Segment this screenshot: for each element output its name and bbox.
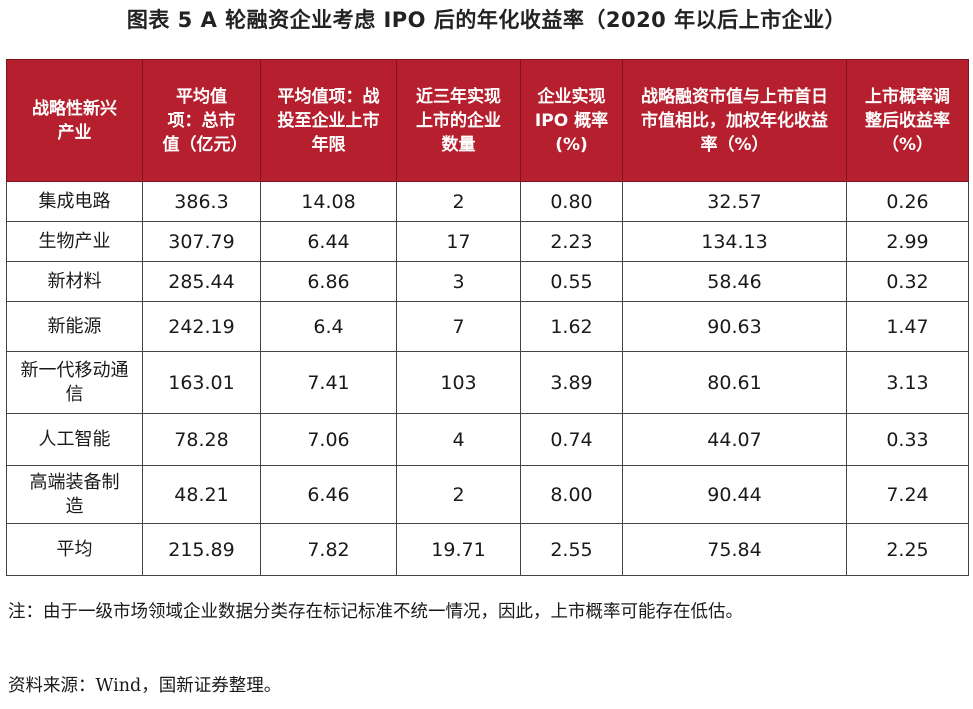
cell-industry: 新能源 (6, 301, 143, 352)
cell-count: 103 (396, 351, 521, 414)
header-adjusted-return: 上市概率调整后收益率（%） (846, 59, 969, 182)
cell-return: 134.13 (622, 221, 847, 262)
cell-market-cap: 285.44 (142, 261, 261, 302)
cell-count: 17 (396, 221, 521, 262)
cell-years: 14.08 (260, 181, 397, 222)
cell-count: 2 (396, 181, 521, 222)
table-row: 新一代移动通信 163.01 7.41 103 3.89 80.61 3.13 (6, 351, 969, 414)
cell-years: 7.06 (260, 413, 397, 466)
table-row: 高端装备制造 48.21 6.46 2 8.00 90.44 7.24 (6, 465, 969, 524)
cell-industry: 生物产业 (6, 221, 143, 262)
cell-probability: 0.55 (520, 261, 623, 302)
table-row: 集成电路 386.3 14.08 2 0.80 32.57 0.26 (6, 181, 969, 222)
header-market-cap: 平均值项：总市值（亿元） (142, 59, 261, 182)
data-table: 战略性新兴产业 平均值项：总市值（亿元） 平均值项：战投至企业上市年限 近三年实… (6, 59, 969, 576)
cell-adjusted-return: 0.32 (846, 261, 969, 302)
cell-market-cap: 386.3 (142, 181, 261, 222)
cell-probability: 0.80 (520, 181, 623, 222)
cell-industry: 新材料 (6, 261, 143, 302)
cell-count: 3 (396, 261, 521, 302)
cell-adjusted-return: 0.26 (846, 181, 969, 222)
cell-count: 2 (396, 465, 521, 524)
cell-industry: 集成电路 (6, 181, 143, 222)
cell-return: 80.61 (622, 351, 847, 414)
cell-adjusted-return: 0.33 (846, 413, 969, 466)
cell-market-cap: 215.89 (142, 523, 261, 576)
table-row: 生物产业 307.79 6.44 17 2.23 134.13 2.99 (6, 221, 969, 262)
cell-return: 44.07 (622, 413, 847, 466)
cell-adjusted-return: 1.47 (846, 301, 969, 352)
cell-adjusted-return: 3.13 (846, 351, 969, 414)
figure-title: 图表 5 A 轮融资企业考虑 IPO 后的年化收益率（2020 年以后上市企业） (126, 8, 847, 32)
cell-probability: 2.23 (520, 221, 623, 262)
cell-count: 19.71 (396, 523, 521, 576)
cell-industry: 平均 (6, 523, 143, 576)
header-industry: 战略性新兴产业 (6, 59, 143, 182)
table-row: 人工智能 78.28 7.06 4 0.74 44.07 0.33 (6, 413, 969, 466)
cell-industry: 新一代移动通信 (6, 351, 143, 414)
table-row: 新材料 285.44 6.86 3 0.55 58.46 0.32 (6, 261, 969, 302)
header-ipo-count: 近三年实现上市的企业数量 (396, 59, 521, 182)
cell-years: 7.82 (260, 523, 397, 576)
cell-market-cap: 307.79 (142, 221, 261, 262)
cell-return: 90.63 (622, 301, 847, 352)
cell-years: 6.4 (260, 301, 397, 352)
footnote: 注：由于一级市场领域企业数据分类存在标记标准不统一情况，因此，上市概率可能存在低… (8, 602, 743, 622)
table-row: 新能源 242.19 6.4 7 1.62 90.63 1.47 (6, 301, 969, 352)
header-row: 战略性新兴产业 平均值项：总市值（亿元） 平均值项：战投至企业上市年限 近三年实… (6, 59, 969, 182)
header-years-to-ipo: 平均值项：战投至企业上市年限 (260, 59, 397, 182)
cell-years: 6.46 (260, 465, 397, 524)
cell-years: 6.44 (260, 221, 397, 262)
cell-return: 32.57 (622, 181, 847, 222)
cell-probability: 3.89 (520, 351, 623, 414)
cell-years: 7.41 (260, 351, 397, 414)
cell-years: 6.86 (260, 261, 397, 302)
cell-adjusted-return: 2.99 (846, 221, 969, 262)
cell-return: 90.44 (622, 465, 847, 524)
cell-adjusted-return: 2.25 (846, 523, 969, 576)
cell-count: 4 (396, 413, 521, 466)
cell-probability: 1.62 (520, 301, 623, 352)
cell-probability: 8.00 (520, 465, 623, 524)
header-annualized-return: 战略融资市值与上市首日市值相比，加权年化收益率（%） (622, 59, 847, 182)
cell-market-cap: 163.01 (142, 351, 261, 414)
cell-return: 58.46 (622, 261, 847, 302)
header-ipo-probability: 企业实现 IPO 概率(%) (520, 59, 623, 182)
cell-market-cap: 242.19 (142, 301, 261, 352)
cell-industry: 高端装备制造 (6, 465, 143, 524)
source-line: 资料来源：Wind，国新证券整理。 (8, 676, 282, 696)
cell-count: 7 (396, 301, 521, 352)
cell-industry: 人工智能 (6, 413, 143, 466)
cell-market-cap: 78.28 (142, 413, 261, 466)
table-row-average: 平均 215.89 7.82 19.71 2.55 75.84 2.25 (6, 523, 969, 576)
cell-market-cap: 48.21 (142, 465, 261, 524)
cell-adjusted-return: 7.24 (846, 465, 969, 524)
cell-return: 75.84 (622, 523, 847, 576)
cell-probability: 0.74 (520, 413, 623, 466)
cell-probability: 2.55 (520, 523, 623, 576)
